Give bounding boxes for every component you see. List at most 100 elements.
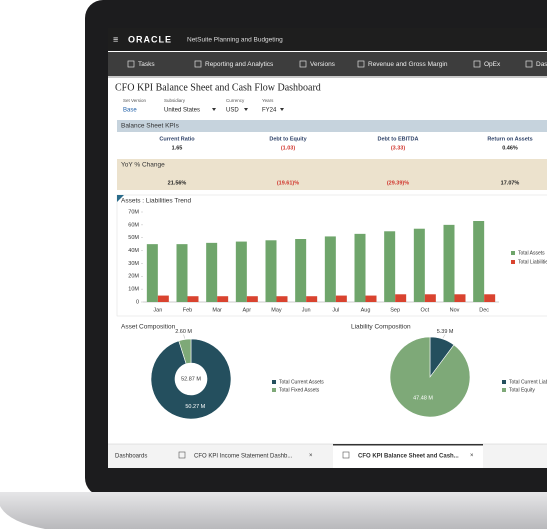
legend-swatch xyxy=(502,388,506,392)
tab-icon xyxy=(299,60,307,68)
dropdown-arrow xyxy=(280,108,284,111)
bar xyxy=(265,240,277,302)
bar xyxy=(365,295,377,302)
tab-icon xyxy=(127,60,135,68)
bar xyxy=(306,296,318,302)
close-tab[interactable]: × xyxy=(470,453,474,459)
bar xyxy=(146,244,158,302)
kpi-band xyxy=(117,120,547,132)
x-tick-label: Dec xyxy=(479,307,489,313)
kpi-label: Debt to Equity xyxy=(269,136,307,142)
x-tick-label: Feb xyxy=(183,307,192,313)
y-tick-label: 60M xyxy=(128,222,139,228)
logo: ORACLE xyxy=(128,34,172,44)
y-tick-label: 40M xyxy=(128,248,139,254)
kpi-title: Balance Sheet KPIs xyxy=(121,123,180,130)
asset-title: Asset Composition xyxy=(121,324,176,331)
tab[interactable]: Reporting and Analytics xyxy=(205,61,274,68)
tab[interactable]: Versions xyxy=(310,61,336,68)
x-tick-label: May xyxy=(271,307,282,313)
slice-label: 47.48 M xyxy=(413,395,433,401)
bar xyxy=(395,294,407,302)
screen: ≡ ORACLE NetSuite Planning and Budgeting… xyxy=(108,28,547,468)
legend-swatch xyxy=(272,388,276,392)
kpi-label: Current Ratio xyxy=(159,136,195,142)
tab-icon xyxy=(342,451,350,459)
filter-value[interactable]: USD xyxy=(226,108,239,114)
active-tab-indicator xyxy=(333,444,483,446)
tab-icon xyxy=(194,60,202,68)
x-tick-label: Oct xyxy=(421,307,430,313)
filter-value[interactable]: United States xyxy=(164,108,200,114)
bar xyxy=(484,294,496,302)
bar xyxy=(454,294,466,302)
bar xyxy=(217,296,229,302)
tab[interactable]: Revenue and Gross Margin xyxy=(368,61,448,68)
bar xyxy=(424,294,436,302)
pie-slice xyxy=(389,336,471,418)
kpi-label: Debt to EBITDA xyxy=(378,136,419,142)
slice-label: 2.60 M xyxy=(175,329,192,335)
filter-label: Years xyxy=(262,98,274,103)
legend-swatch xyxy=(511,251,515,255)
bar xyxy=(473,221,485,302)
yoy-value: 17.07% xyxy=(501,180,520,186)
kpi-value: (1.03) xyxy=(281,145,296,151)
filter-label: Set Version xyxy=(123,98,147,103)
legend-swatch xyxy=(502,380,506,384)
filter-value[interactable]: Base xyxy=(123,108,137,114)
legend-label: Total Current Liabilities xyxy=(509,379,547,385)
laptop-base xyxy=(0,492,547,529)
top-bar xyxy=(108,28,547,51)
y-tick-label: 0 xyxy=(136,299,139,305)
dropdown-arrow xyxy=(212,108,216,111)
yoy-value: 21.56% xyxy=(168,180,187,186)
tab-icon xyxy=(178,451,186,459)
bottom-tab[interactable]: CFO KPI Balance Sheet and Cash... xyxy=(358,454,459,460)
x-tick-label: Nov xyxy=(450,307,460,313)
yoy-value: (19.61)% xyxy=(277,180,299,186)
tab-icon xyxy=(357,60,365,68)
y-tick-label: 30M xyxy=(128,261,139,267)
tab[interactable]: OpEx xyxy=(484,61,501,68)
x-tick-label: Apr xyxy=(243,307,252,313)
kpi-value: 1.65 xyxy=(172,145,183,151)
filter-label: Subsidiary xyxy=(164,98,186,103)
donut-center: 52.87 M xyxy=(181,376,201,382)
kpi-value: 0.46% xyxy=(502,145,518,151)
tab[interactable]: Dashboards xyxy=(536,61,547,68)
legend-swatch xyxy=(511,260,515,264)
legend-label: Total Current Assets xyxy=(279,379,324,385)
leader-line xyxy=(442,334,446,339)
bottom-tab[interactable]: CFO KPI Income Statement Dashb... xyxy=(194,454,293,460)
legend-label: Total Assets xyxy=(518,250,545,256)
dropdown-arrow xyxy=(244,108,248,111)
tab[interactable]: Tasks xyxy=(138,61,155,68)
x-tick-label: Sep xyxy=(390,307,400,313)
bar xyxy=(235,241,247,302)
bar xyxy=(384,231,396,302)
close-tab[interactable]: × xyxy=(309,453,313,459)
filter-value[interactable]: FY24 xyxy=(262,108,277,114)
bar xyxy=(206,242,218,302)
tab-underline xyxy=(108,76,547,78)
bar xyxy=(443,224,455,302)
dashboard-title: CFO KPI Balance Sheet and Cash Flow Dash… xyxy=(115,82,321,93)
liability-title: Liability Composition xyxy=(351,324,411,331)
legend-label: Total Liabilities xyxy=(518,259,547,265)
menu-icon[interactable]: ≡ xyxy=(113,34,118,44)
yoy-value: (29.39)% xyxy=(387,180,409,186)
y-tick-label: 70M xyxy=(128,209,139,215)
tab-icon xyxy=(473,60,481,68)
slice-label: 50.27 M xyxy=(185,404,205,410)
bottom-tab[interactable]: Dashboards xyxy=(115,454,147,460)
slice-label: 5.39 M xyxy=(437,329,454,335)
y-tick-label: 10M xyxy=(128,287,139,293)
x-tick-label: Aug xyxy=(361,307,371,313)
x-tick-label: Jul xyxy=(332,307,339,313)
bar xyxy=(354,233,366,302)
x-tick-label: Jun xyxy=(302,307,311,313)
legend-label: Total Equity xyxy=(509,387,535,393)
bar xyxy=(276,296,288,302)
